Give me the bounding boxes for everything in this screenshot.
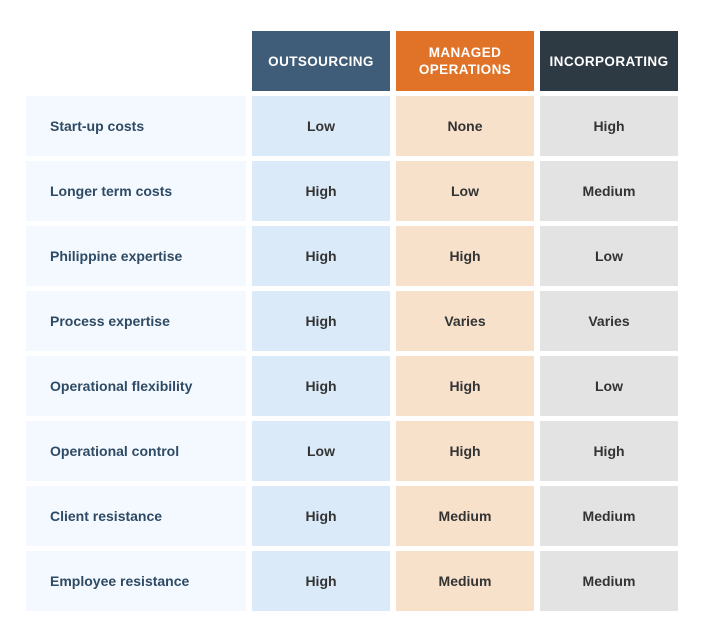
table-cell: Low <box>396 161 534 221</box>
row-label: Client resistance <box>26 486 246 546</box>
table-cell: Varies <box>396 291 534 351</box>
table-cell: High <box>252 291 390 351</box>
row-label: Longer term costs <box>26 161 246 221</box>
table-cell: High <box>396 421 534 481</box>
table-cell: High <box>252 551 390 611</box>
table-cell: Low <box>252 421 390 481</box>
row-label: Operational flexibility <box>26 356 246 416</box>
table-cell: Medium <box>540 486 678 546</box>
table-cell: High <box>396 356 534 416</box>
column-header: OUTSOURCING <box>252 31 390 91</box>
table-cell: High <box>540 96 678 156</box>
table-cell: High <box>540 421 678 481</box>
table-cell: None <box>396 96 534 156</box>
table-cell: Medium <box>396 486 534 546</box>
table-cell: High <box>252 226 390 286</box>
table-cell: Medium <box>540 551 678 611</box>
table-cell: Low <box>540 356 678 416</box>
row-label: Philippine expertise <box>26 226 246 286</box>
row-label: Employee resistance <box>26 551 246 611</box>
table-corner <box>26 31 246 91</box>
row-label: Process expertise <box>26 291 246 351</box>
table-cell: High <box>252 161 390 221</box>
table-cell: Medium <box>396 551 534 611</box>
table-cell: Varies <box>540 291 678 351</box>
row-label: Operational control <box>26 421 246 481</box>
comparison-table: OUTSOURCING MANAGED OPERATIONS INCORPORATI… <box>26 31 678 611</box>
table-cell: Medium <box>540 161 678 221</box>
table-cell: Low <box>252 96 390 156</box>
table-cell: Low <box>540 226 678 286</box>
table-cell: High <box>396 226 534 286</box>
row-label: Start-up costs <box>26 96 246 156</box>
table-cell: High <box>252 356 390 416</box>
column-header: MANAGED OPERATIONS <box>396 31 534 91</box>
column-header: INCORPORATING <box>540 31 678 91</box>
table-cell: High <box>252 486 390 546</box>
